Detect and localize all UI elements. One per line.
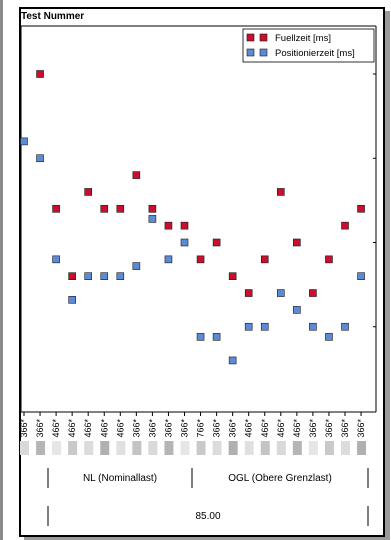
fuellzeit-point xyxy=(228,272,237,281)
positionierzeit-point xyxy=(357,272,365,281)
fuellzeit-point xyxy=(148,205,157,213)
positionierzeit-point xyxy=(244,322,253,331)
legend-marker xyxy=(246,48,255,57)
legend-label: Positionierzeit [ms] xyxy=(275,48,355,59)
category-band xyxy=(68,441,78,455)
fuellzeit-point xyxy=(180,221,189,230)
x-tick-label: 466* xyxy=(67,419,77,438)
fuellzeit-point xyxy=(309,289,317,297)
category-band xyxy=(84,441,94,455)
fuellzeit-point xyxy=(260,255,269,264)
positionierzeit-point xyxy=(180,238,189,247)
chart-title: Test Nummer xyxy=(21,11,85,22)
x-tick-label: 366* xyxy=(131,419,141,438)
x-tick-label: 366* xyxy=(147,419,157,438)
positionierzeit-point xyxy=(212,333,221,341)
category-band xyxy=(212,441,222,455)
fuellzeit-point xyxy=(244,289,253,297)
x-tick-label: 366* xyxy=(308,419,318,438)
x-tick-label: 366* xyxy=(228,419,238,438)
category-band xyxy=(357,441,367,455)
x-tick-label: 366* xyxy=(180,419,190,438)
x-tick-label: 466* xyxy=(292,419,302,438)
positionierzeit-point xyxy=(116,272,125,281)
fuellzeit-point xyxy=(36,70,44,78)
category-band xyxy=(164,441,174,455)
category-band xyxy=(228,441,238,455)
category-band xyxy=(292,441,302,455)
positionierzeit-point xyxy=(196,333,205,341)
x-tick-label: 366* xyxy=(212,419,222,438)
positionierzeit-point xyxy=(164,255,173,264)
positionierzeit-point xyxy=(68,295,76,304)
positionierzeit-point xyxy=(309,322,317,331)
fuellzeit-point xyxy=(276,188,285,196)
fuellzeit-point xyxy=(293,238,301,247)
category-band xyxy=(52,441,62,455)
x-tick-label: 366* xyxy=(35,419,45,438)
x-tick-label: 466* xyxy=(51,419,61,438)
positionierzeit-point xyxy=(20,137,28,146)
group-label-ogl: OGL (Obere Grenzlast) xyxy=(228,473,332,484)
fuellzeit-point xyxy=(100,205,109,213)
category-band xyxy=(324,441,334,455)
window-edge xyxy=(0,0,3,540)
category-band xyxy=(20,441,29,455)
positionierzeit-point xyxy=(228,356,237,365)
positionierzeit-point xyxy=(325,333,333,341)
positionierzeit-point xyxy=(293,306,301,314)
x-tick-label: 466* xyxy=(260,419,270,438)
x-tick-label: 466* xyxy=(99,419,109,438)
category-band xyxy=(196,441,206,455)
x-tick-label: 366* xyxy=(356,419,366,438)
legend-marker xyxy=(259,48,268,57)
positionierzeit-point xyxy=(148,215,157,223)
category-band xyxy=(132,441,142,455)
x-tick-label: 466* xyxy=(83,419,93,438)
category-band xyxy=(244,441,254,455)
category-band xyxy=(341,441,350,455)
fuellzeit-point xyxy=(164,221,173,230)
fuellzeit-point xyxy=(84,188,92,196)
group-label-nl: NL (Nominallast) xyxy=(82,473,158,484)
x-tick-label: 366* xyxy=(19,419,29,438)
table-value: 85.00 xyxy=(195,511,221,522)
positionierzeit-point xyxy=(276,289,285,297)
fuellzeit-point xyxy=(212,238,221,247)
fuellzeit-point xyxy=(132,171,141,179)
category-band xyxy=(260,441,270,455)
x-tick-label: 366* xyxy=(324,419,334,438)
legend-marker xyxy=(259,33,268,42)
positionierzeit-point xyxy=(132,262,141,270)
fuellzeit-point xyxy=(325,255,333,264)
positionierzeit-point xyxy=(100,272,109,281)
fuellzeit-point xyxy=(68,272,76,281)
x-tick-label: 466* xyxy=(276,419,286,438)
category-band xyxy=(116,441,126,455)
category-band xyxy=(100,441,110,455)
category-band xyxy=(36,441,46,455)
positionierzeit-point xyxy=(84,272,92,281)
fuellzeit-point xyxy=(116,205,125,213)
category-band xyxy=(276,441,286,455)
x-tick-label: 766* xyxy=(196,419,206,438)
fuellzeit-point xyxy=(341,221,349,230)
x-tick-label: 466* xyxy=(115,419,125,438)
positionierzeit-point xyxy=(52,255,60,264)
positionierzeit-point xyxy=(341,322,349,331)
fuellzeit-point xyxy=(196,255,205,264)
x-tick-label: 366* xyxy=(163,419,173,438)
category-band xyxy=(148,441,158,455)
fuellzeit-point xyxy=(52,205,60,213)
positionierzeit-point xyxy=(36,154,44,163)
category-band xyxy=(308,441,318,455)
legend-marker xyxy=(246,33,255,42)
category-band xyxy=(180,441,190,455)
legend-label: Fuellzeit [ms] xyxy=(275,33,331,44)
x-tick-label: 366* xyxy=(340,419,350,438)
x-tick-label: 466* xyxy=(244,419,254,438)
fuellzeit-point xyxy=(357,205,365,213)
positionierzeit-point xyxy=(260,322,269,331)
